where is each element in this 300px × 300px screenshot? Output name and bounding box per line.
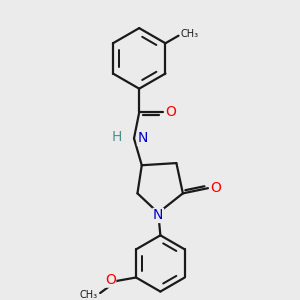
Text: O: O: [105, 273, 116, 287]
Text: H: H: [112, 130, 122, 144]
Text: CH₃: CH₃: [80, 290, 98, 300]
Text: N: N: [153, 208, 164, 222]
Text: O: O: [165, 106, 176, 119]
Text: CH₃: CH₃: [181, 28, 199, 38]
Text: N: N: [137, 131, 148, 146]
Text: O: O: [210, 181, 221, 195]
